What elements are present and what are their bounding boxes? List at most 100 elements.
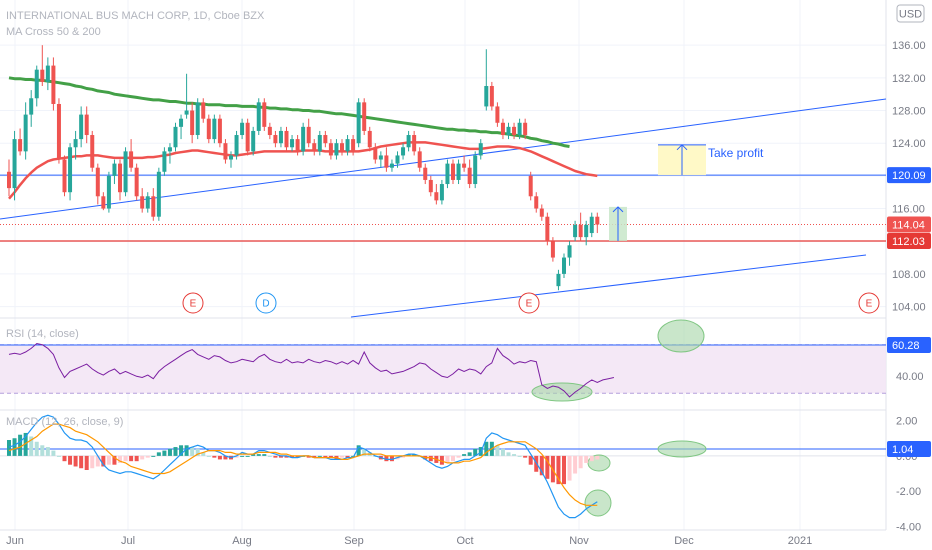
time-tick-3: Sep (344, 535, 364, 547)
macd-hist-bar-27 (156, 452, 161, 456)
macd-hist-bar-99 (556, 455, 561, 485)
rsi-pane (8, 342, 615, 398)
ma-legend: MA Cross 50 & 200 (6, 26, 101, 38)
candle-body-70 (395, 155, 400, 164)
macd-hist-bar-25 (145, 455, 150, 458)
macd-hist-bar-38 (217, 455, 222, 460)
macd-tick-0: 2.00 (896, 416, 917, 428)
price-tag-last: 114.04 (887, 216, 931, 233)
candle-body-34 (195, 102, 200, 136)
candle-body-15 (90, 135, 95, 168)
candle-body-22 (129, 151, 134, 168)
macd-hist-bar-92 (517, 455, 522, 457)
macd-hist-bar-45 (256, 454, 261, 456)
candle-body-19 (112, 163, 117, 176)
macd-hist-bar-26 (151, 455, 156, 457)
macd-value-tag-bg (887, 441, 931, 457)
candle-body-98 (550, 241, 555, 258)
candle-body-20 (118, 163, 122, 193)
macd-hist-bar-6 (40, 445, 45, 456)
macd-hist-bar-51 (290, 455, 295, 458)
price-tick-5: 124.00 (892, 138, 926, 150)
rsi-legend: RSI (14, close) (6, 328, 79, 340)
candle-body-5 (34, 69, 39, 99)
candle-body-100 (562, 257, 566, 274)
macd-hist-bar-42 (240, 455, 245, 457)
price-tag-resistance-bg (887, 167, 931, 184)
macd-hist-bar-43 (245, 455, 250, 457)
candle-body-63 (356, 102, 361, 144)
symbol-title: INTERNATIONAL BUS MACH CORP, 1D, Cboe BZ… (6, 10, 265, 22)
price-tag-last-text: 114.04 (892, 220, 925, 232)
macd-hist-bar-76 (428, 455, 433, 462)
macd-hist-bar-83 (467, 452, 472, 456)
macd-hist-bar-96 (539, 455, 544, 476)
macd-hist-bar-79 (445, 455, 450, 463)
candle-body-44 (251, 130, 256, 152)
macd-hist-bar-50 (284, 455, 289, 458)
candle-body-14 (84, 114, 89, 136)
macd-hist-bar-73 (412, 454, 417, 456)
macd-hist-bar-46 (262, 454, 267, 456)
candles (7, 45, 600, 291)
candle-body-29 (167, 147, 172, 152)
horizontal-levels (0, 174, 886, 450)
macd-hist-bar-31 (179, 445, 184, 456)
candle-body-65 (367, 130, 372, 148)
time-tick-2: Aug (232, 535, 252, 547)
macd-hist-bar-24 (140, 455, 145, 460)
candle-body-7 (45, 65, 50, 82)
macd-hist-bar-2 (18, 434, 23, 456)
candle-body-89 (500, 122, 505, 136)
candle-body-69 (389, 163, 394, 168)
macd-hist-bar-90 (506, 452, 511, 456)
candle-body-3 (23, 114, 28, 152)
macd-hist-bar-97 (545, 455, 550, 479)
candle-body-83 (467, 167, 472, 185)
currency-button[interactable]: USD (896, 4, 925, 23)
axes: 104.00108.00112.00116.00120.00124.00128.… (6, 40, 931, 547)
macd-hist-bar-72 (406, 454, 411, 456)
macd-hist-bar-86 (484, 441, 489, 456)
macd-hist-bar-4 (29, 436, 34, 456)
highlight-ellipse-4 (657, 440, 707, 458)
candle-body-77 (434, 192, 439, 201)
macd-value-tag: 1.04 (887, 441, 931, 457)
macd-hist-bar-57 (323, 455, 328, 458)
price-tag-support-text: 112.03 (892, 236, 925, 248)
candle-body-79 (445, 163, 450, 185)
candle-body-78 (439, 184, 444, 201)
candle-body-56 (317, 135, 322, 152)
macd-hist-bar-35 (201, 452, 206, 456)
macd-hist-bar-5 (34, 441, 39, 456)
candle-body-12 (73, 139, 78, 148)
macd-value-tag-text: 1.04 (892, 444, 913, 456)
take-profit-label: Take profit (708, 146, 764, 160)
candle-body-101 (567, 245, 572, 258)
macd-hist-bar-44 (251, 454, 256, 456)
macd-hist-bar-41 (234, 455, 239, 458)
candle-body-0 (7, 171, 11, 189)
macd-hist-bar-71 (401, 455, 406, 458)
candle-body-97 (545, 216, 550, 242)
macd-hist-bar-10 (62, 455, 67, 462)
macd-pane (7, 414, 600, 519)
price-tick-1: 108.00 (892, 269, 926, 281)
candle-body-2 (18, 139, 23, 152)
candle-body-49 (278, 130, 283, 144)
macd-hist-bar-55 (312, 455, 317, 458)
macd-hist-bar-15 (90, 455, 95, 469)
candle-body-93 (523, 122, 528, 136)
rsi-tick-0: 40.00 (896, 371, 924, 383)
candle-body-67 (378, 155, 383, 160)
candle-body-74 (417, 151, 422, 168)
macd-hist-bar-12 (73, 455, 78, 467)
macd-legend: MACD (12, 26, close, 9) (6, 416, 123, 428)
macd-hist-bar-56 (317, 455, 322, 457)
macd-hist-bar-94 (528, 455, 533, 465)
price-tick-6: 128.00 (892, 106, 926, 118)
macd-hist-bar-47 (267, 455, 272, 457)
candle-body-31 (179, 118, 184, 127)
